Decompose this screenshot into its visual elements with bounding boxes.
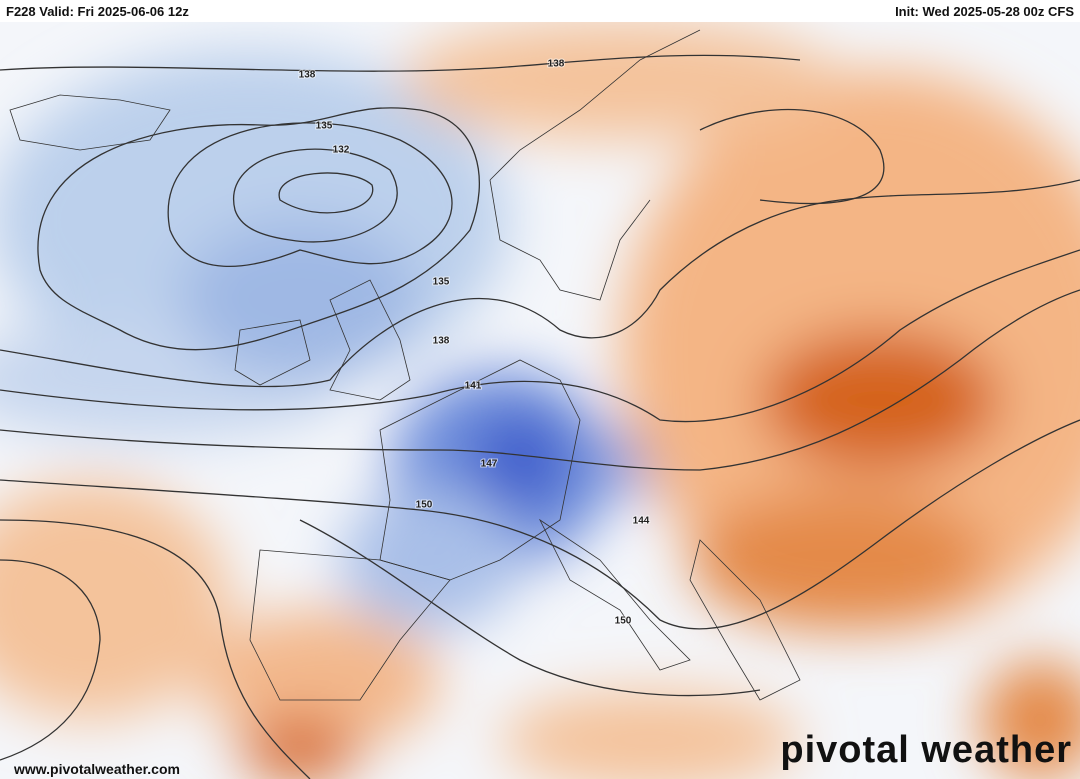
contour-label: 138 — [548, 59, 565, 70]
contour — [699, 108, 885, 205]
footer-url: www.pivotalweather.com — [13, 761, 180, 777]
contour — [278, 172, 374, 214]
contour-label: 147 — [481, 459, 498, 470]
contour — [299, 519, 761, 697]
coastlines — [9, 29, 801, 701]
map: 138 138 135 132 135 138 141 147 150 144 … — [0, 22, 1080, 779]
britain-coast — [329, 279, 411, 401]
contour-label: 138 — [433, 336, 450, 347]
france-coast — [379, 359, 581, 581]
ireland-coast — [234, 319, 311, 386]
contour-label: 150 — [416, 500, 433, 511]
contour-label: 138 — [299, 70, 316, 81]
contour — [0, 519, 311, 779]
valid-time: F228 Valid: Fri 2025-06-06 12z — [6, 4, 189, 19]
height-contours — [0, 54, 1080, 779]
contour — [0, 179, 1080, 388]
contour — [0, 249, 1080, 423]
contour — [167, 122, 453, 268]
brand-logo: pivotal weather — [780, 729, 1072, 771]
contour-label: 132 — [333, 145, 350, 156]
contour — [37, 107, 480, 351]
italy-coast — [538, 518, 691, 671]
contour — [0, 419, 1080, 630]
contour — [0, 559, 101, 761]
init-time: Init: Wed 2025-05-28 00z CFS — [895, 4, 1074, 19]
contour-label: 141 — [465, 381, 482, 392]
header-bar — [0, 0, 1080, 22]
contour — [0, 289, 1080, 471]
contour-label: 144 — [633, 516, 650, 527]
balkans-coast — [689, 539, 801, 701]
contour-label: 150 — [615, 616, 632, 627]
contour-label: 135 — [433, 277, 450, 288]
contour-labels: 138 138 135 132 135 138 141 147 150 144 … — [298, 58, 651, 628]
iceland-coast — [9, 94, 171, 151]
contour-label: 135 — [316, 121, 333, 132]
contour — [0, 54, 801, 72]
scandinavia-coast — [489, 29, 701, 301]
contour — [232, 148, 398, 243]
iberia-coast — [249, 549, 451, 701]
